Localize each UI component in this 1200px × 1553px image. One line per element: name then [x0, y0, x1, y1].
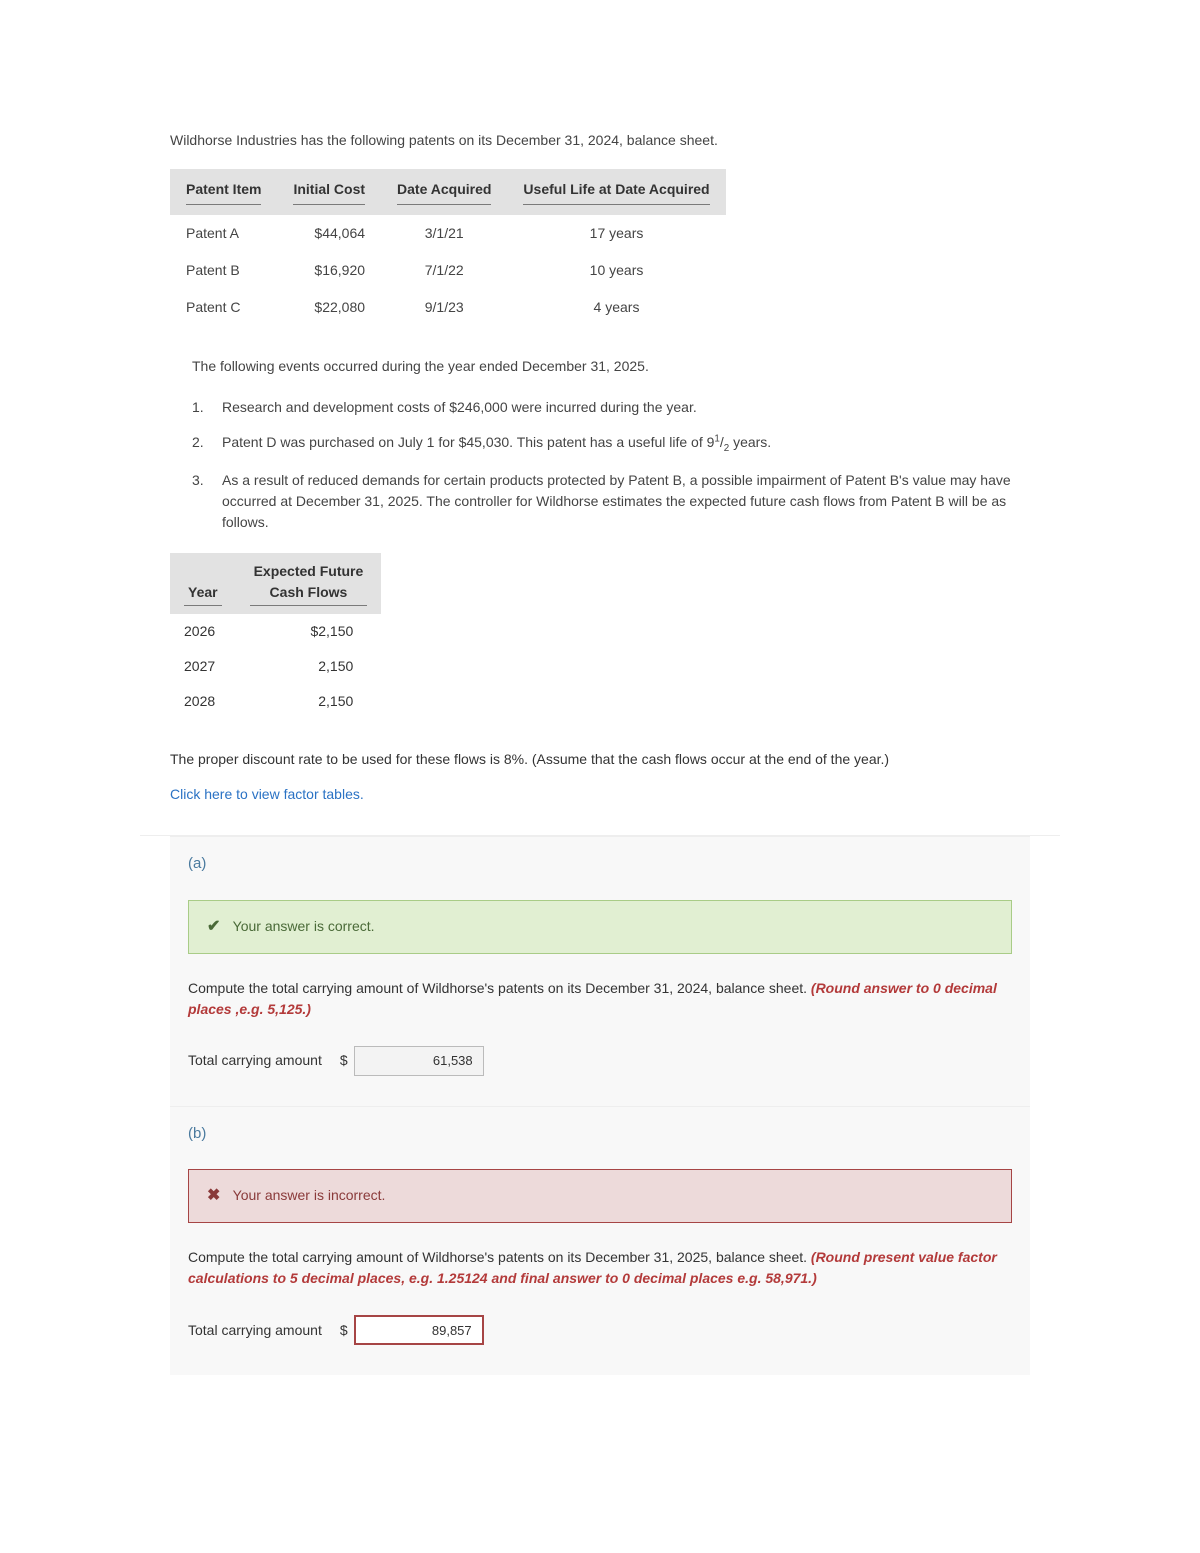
part-b-label: (b): [170, 1107, 1030, 1162]
table-row: 2028 2,150: [170, 684, 381, 719]
part-b-box: (b) ✖ Your answer is incorrect. Compute …: [170, 1106, 1030, 1376]
event-text: Research and development costs of $246,0…: [222, 397, 1030, 418]
events-list: 1. Research and development costs of $24…: [192, 397, 1030, 533]
table-row: Patent A $44,064 3/1/21 17 years: [170, 215, 726, 252]
table-row: 2026 $2,150: [170, 614, 381, 649]
answer-input-b[interactable]: [354, 1315, 484, 1345]
part-a-label: (a): [170, 837, 1030, 892]
cell: 9/1/23: [381, 289, 507, 326]
cell: Patent B: [170, 252, 277, 289]
factor-tables-link[interactable]: Click here to view factor tables.: [170, 784, 364, 805]
cashflow-th-year: Year: [184, 582, 222, 606]
cell: 10 years: [507, 252, 725, 289]
patents-th-date: Date Acquired: [397, 181, 491, 197]
currency-symbol: $: [340, 1050, 348, 1071]
cashflow-th-flow: Expected FutureCash Flows: [250, 561, 368, 606]
cell: $22,080: [277, 289, 381, 326]
event-text: As a result of reduced demands for certa…: [222, 470, 1030, 533]
cell: 3/1/21: [381, 215, 507, 252]
cell: 2,150: [236, 684, 382, 719]
answer-input-a[interactable]: [354, 1046, 484, 1076]
cell: 2028: [170, 684, 236, 719]
cell: $2,150: [236, 614, 382, 649]
discount-text: The proper discount rate to be used for …: [170, 749, 1030, 770]
answer-label-a: Total carrying amount: [188, 1050, 322, 1071]
table-row: Patent C $22,080 9/1/23 4 years: [170, 289, 726, 326]
patents-table: Patent Item Initial Cost Date Acquired U…: [170, 169, 726, 326]
cell: $16,920: [277, 252, 381, 289]
events-intro: The following events occurred during the…: [192, 356, 1030, 377]
check-icon: ✔: [207, 915, 229, 939]
alert-text: Your answer is correct.: [233, 918, 375, 934]
cell: 2026: [170, 614, 236, 649]
patents-th-cost: Initial Cost: [293, 181, 365, 197]
cell: Patent C: [170, 289, 277, 326]
alert-text: Your answer is incorrect.: [233, 1187, 386, 1203]
part-a-question: Compute the total carrying amount of Wil…: [188, 978, 1012, 1020]
part-b-question: Compute the total carrying amount of Wil…: [188, 1247, 1012, 1289]
event-text: Patent D was purchased on July 1 for $45…: [222, 432, 1030, 456]
cell: 2,150: [236, 649, 382, 684]
x-icon: ✖: [207, 1184, 229, 1208]
part-a-box: (a) ✔ Your answer is correct. Compute th…: [170, 836, 1030, 1106]
cell: 17 years: [507, 215, 725, 252]
alert-incorrect: ✖ Your answer is incorrect.: [188, 1169, 1012, 1223]
cell: Patent A: [170, 215, 277, 252]
cell: 7/1/22: [381, 252, 507, 289]
list-item: 1. Research and development costs of $24…: [192, 397, 1030, 418]
intro-text: Wildhorse Industries has the following p…: [170, 130, 1030, 151]
table-row: Patent B $16,920 7/1/22 10 years: [170, 252, 726, 289]
answer-label-b: Total carrying amount: [188, 1320, 322, 1341]
alert-correct: ✔ Your answer is correct.: [188, 900, 1012, 954]
patents-th-item: Patent Item: [186, 181, 261, 197]
cashflow-table: Year Expected FutureCash Flows 2026 $2,1…: [170, 553, 381, 719]
list-item: 2. Patent D was purchased on July 1 for …: [192, 432, 1030, 456]
currency-symbol: $: [340, 1320, 348, 1341]
cell: 2027: [170, 649, 236, 684]
list-item: 3. As a result of reduced demands for ce…: [192, 470, 1030, 533]
cell: $44,064: [277, 215, 381, 252]
table-row: 2027 2,150: [170, 649, 381, 684]
cell: 4 years: [507, 289, 725, 326]
patents-th-life: Useful Life at Date Acquired: [523, 181, 709, 197]
